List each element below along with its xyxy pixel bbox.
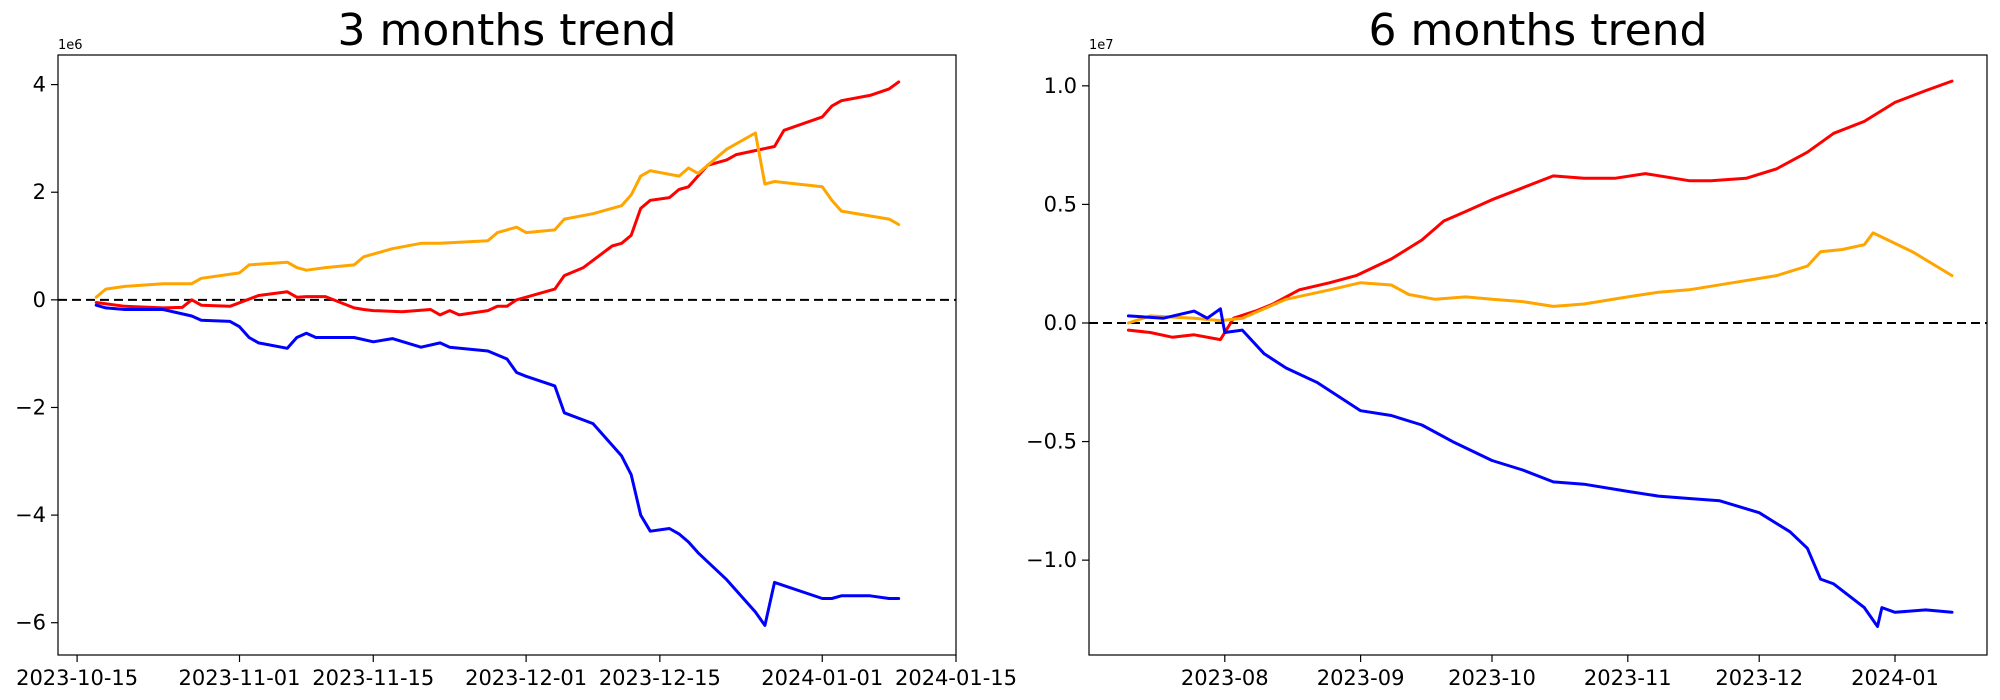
- plot-frame: [57, 54, 957, 656]
- x-tick-label: 2023-12-01: [465, 666, 587, 690]
- y-tick-label: −4: [15, 503, 46, 527]
- series-line-2: [94, 131, 901, 299]
- x-tick-label: 2023-10: [1448, 666, 1536, 690]
- chart-6-months: 6 months trend 1e7 −1.0 −0.5 0.0 0.5 1.0 2023-0…: [1026, 5, 1988, 690]
- x-tick-label: 2023-11-01: [178, 666, 300, 690]
- y-tick-label: 4: [33, 73, 46, 97]
- x-tick-label: 2023-09: [1317, 666, 1405, 690]
- x-tick-label: 2023-11-15: [312, 666, 434, 690]
- chart-title: 6 months trend: [1369, 5, 1708, 56]
- x-tick-label: 2024-01-01: [761, 666, 883, 690]
- series-line-2: [1126, 231, 1954, 325]
- series-line-3: [1126, 307, 1954, 628]
- chart-3-months: 3 months trend 1e6 −6 −4 −2 0 2 4 2023-10-15 2023…: [15, 5, 1017, 690]
- x-tick-label: 2023-08: [1181, 666, 1269, 690]
- y-axis-exponent-label: 1e6: [58, 38, 83, 53]
- y-tick-label: −0.5: [1026, 430, 1077, 454]
- chart-title: 3 months trend: [338, 5, 677, 56]
- y-axis-exponent-label: 1e7: [1089, 38, 1114, 53]
- y-tick-label: 2: [33, 180, 46, 204]
- y-tick-label: −1.0: [1026, 548, 1077, 572]
- x-tick-label: 2024-01-15: [895, 666, 1017, 690]
- y-tick-label: −6: [15, 611, 46, 635]
- plot-frame: [1088, 54, 1988, 656]
- y-tick-label: −2: [15, 395, 46, 419]
- x-tick-label: 2023-12-15: [599, 666, 721, 690]
- y-tick-label: 0.5: [1044, 192, 1077, 216]
- y-tick-label: 0.0: [1044, 311, 1077, 335]
- series-line-3: [94, 303, 901, 627]
- x-tick-label: 2023-12: [1715, 666, 1803, 690]
- series-line-1: [1126, 79, 1954, 342]
- x-tick-label: 2023-10-15: [16, 666, 138, 690]
- x-tick-label: 2023-11: [1584, 666, 1672, 690]
- y-tick-label: 1.0: [1044, 74, 1077, 98]
- y-tick-label: 0: [33, 288, 46, 312]
- series-line-1: [94, 80, 901, 317]
- x-tick-label: 2024-01: [1851, 666, 1939, 690]
